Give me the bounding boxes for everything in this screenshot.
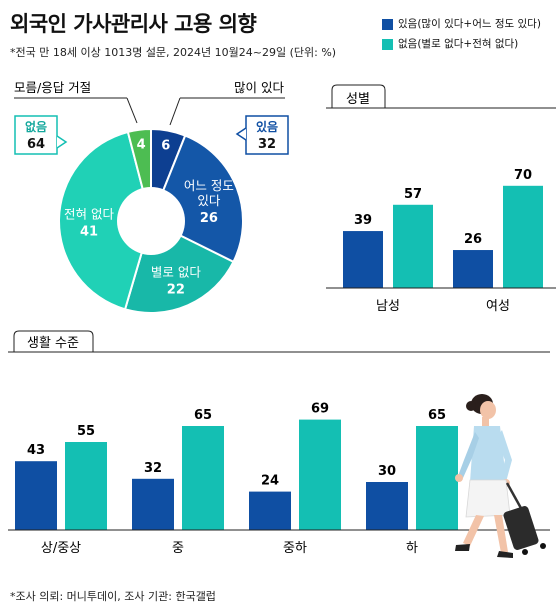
bar-value-gender-1-yes: 26 [464, 232, 482, 247]
category-label-living-2: 중하 [283, 541, 307, 556]
category-label-living-0: 상/중상 [41, 541, 81, 556]
callout-yes: 있음 32 [235, 115, 289, 155]
bar-value-living-2-yes: 24 [261, 474, 279, 489]
callout-no: 없음 64 [14, 115, 68, 155]
legend-label-no: 없음(별로 없다+전혀 없다) [398, 38, 519, 50]
legend-swatch-yes [382, 18, 393, 30]
bar-value-living-1-no: 65 [194, 408, 212, 423]
callout-yes-label: 있음 [256, 119, 278, 134]
legend-label-yes: 있음(많이 있다+어느 정도 있다) [398, 18, 541, 30]
callout-no-label: 없음 [25, 119, 47, 134]
woman-with-suitcase-illustration [455, 394, 546, 558]
bar-living-3-yes [366, 482, 408, 530]
illustration-shoe-front [497, 551, 513, 558]
bar-living-3-no [416, 426, 458, 530]
suitcase-body [503, 506, 539, 550]
leader-line-unknown [126, 97, 138, 124]
illustration-hand-back [455, 474, 463, 482]
callout-no-box [14, 115, 58, 155]
illustration-back-arm [458, 432, 479, 478]
pie-slice-not-at-all [58, 130, 153, 311]
callout-yes-value: 32 [258, 137, 276, 152]
pie-slice-label-not-much: 별로 없다 [151, 264, 201, 279]
living-title: 생활 수준 [27, 336, 79, 351]
illustration-hair-bun [466, 401, 476, 411]
bar-gender-0-yes [343, 231, 383, 288]
bar-living-2-no [299, 419, 341, 530]
bar-gender-0-no [393, 204, 433, 288]
suitcase-handle [505, 482, 524, 511]
pie-slice-value-not-at-all: 41 [80, 225, 98, 240]
living-standard-bar-chart: 생활 수준 43 55 상/중상 32 65 중 24 69 중하 30 65 하 [8, 330, 550, 558]
legend: 있음(많이 있다+어느 정도 있다) 없음(별로 없다+전혀 없다) [382, 14, 541, 54]
callout-no-pointer [56, 135, 68, 149]
illustration-shoe-back [455, 544, 470, 551]
bar-value-living-0-yes: 43 [27, 443, 45, 458]
pie-outside-label-very: 많이 있다 [234, 80, 284, 95]
bar-value-gender-1-no: 70 [514, 168, 532, 183]
bar-living-2-yes [249, 491, 291, 530]
pie-slice-label-not-at-all: 전혀 없다 [64, 207, 114, 222]
bar-living-1-yes [132, 478, 174, 530]
legend-item-no: 없음(별로 없다+전혀 없다) [382, 34, 541, 54]
source-note: *조사 의뢰: 머니투데이, 조사 기관: 한국갤럽 [10, 590, 216, 603]
bar-living-0-no [65, 442, 107, 530]
bar-value-living-2-no: 69 [311, 402, 329, 417]
pie-slice-value-very: 6 [161, 138, 170, 153]
legend-item-yes: 있음(많이 있다+어느 정도 있다) [382, 14, 541, 34]
gender-bar-chart: 성별 39 57 남성 26 70 여성 [326, 84, 556, 314]
gender-title-tab [331, 84, 386, 108]
pie-slice-value-not-much: 22 [167, 282, 185, 297]
pie-slice-value-unknown: 4 [137, 138, 146, 153]
bar-value-living-3-no: 65 [428, 408, 446, 423]
legend-swatch-no [382, 38, 393, 50]
category-label-gender-0: 남성 [376, 299, 400, 314]
bar-living-0-yes [15, 461, 57, 530]
illustration-leg-back [463, 515, 484, 546]
category-label-living-1: 중 [172, 541, 184, 556]
callout-no-value: 64 [27, 137, 45, 152]
bar-living-1-no [182, 426, 224, 530]
pie-slice-value-somewhat: 26 [200, 211, 218, 226]
illustration-neck [482, 417, 489, 426]
pie-outside-label-unknown: 모름/응답 거절 [14, 80, 91, 95]
pie-center-hole [117, 187, 185, 255]
illustration-skirt [465, 479, 511, 518]
illustration-arm [496, 430, 512, 482]
bar-value-living-3-yes: 30 [378, 464, 396, 479]
living-title-tab [13, 330, 94, 352]
illustration-leg-front [494, 515, 508, 553]
bar-value-gender-0-yes: 39 [354, 213, 372, 228]
leader-line-very [169, 97, 181, 126]
bar-value-living-1-yes: 32 [144, 461, 162, 476]
page-title: 외국인 가사관리사 고용 의향 [10, 12, 257, 36]
suitcase-wheel-2 [540, 543, 546, 549]
bar-gender-1-yes [453, 250, 493, 288]
suitcase-wheel-1 [522, 549, 528, 555]
category-label-gender-1: 여성 [486, 299, 510, 314]
category-label-living-3: 하 [406, 541, 418, 556]
pie-slice-label-somewhat: 어느 정도 있다 [184, 178, 234, 208]
pie-chart: 모름/응답 거절 많이 있다 없음 64 있음 32 6 어느 정도 있다 26 별로 … [14, 80, 289, 314]
page-subtitle: *전국 만 18세 이상 1013명 설문, 2024년 10월24~29일 (… [10, 46, 337, 59]
gender-title: 성별 [346, 92, 370, 107]
illustration-face [480, 401, 496, 419]
bar-value-living-0-no: 55 [77, 424, 95, 439]
bar-value-gender-0-no: 57 [404, 187, 422, 202]
bar-gender-1-no [503, 185, 543, 288]
callout-yes-pointer [235, 127, 247, 141]
